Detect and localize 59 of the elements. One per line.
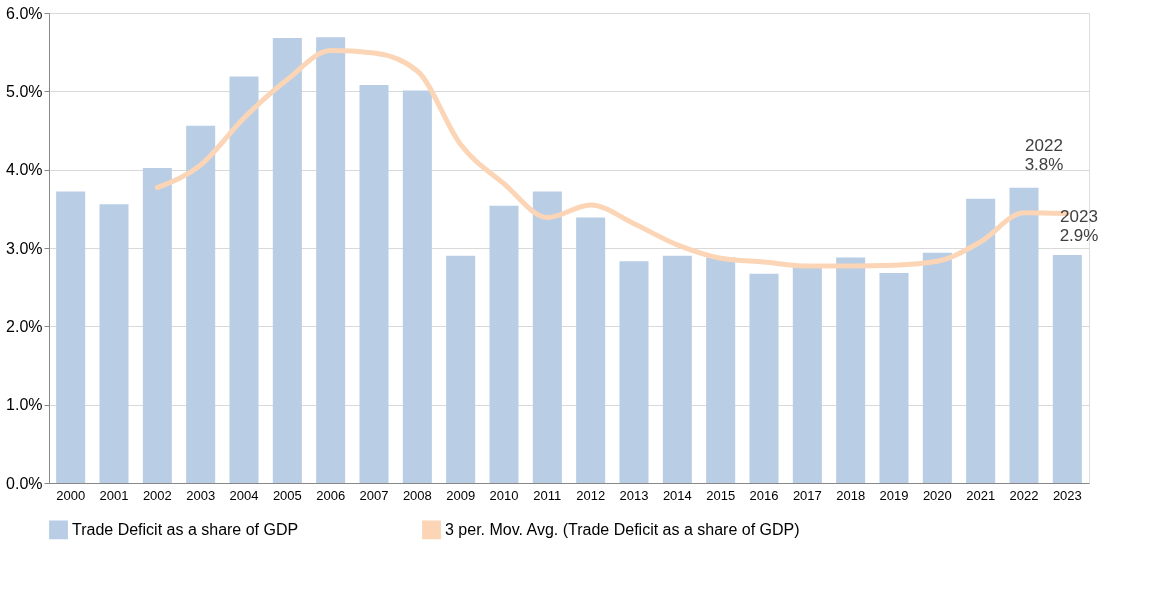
y-tick-label: 2.0% — [6, 317, 43, 335]
bar — [56, 191, 86, 483]
x-tick-label: 2022 — [1009, 487, 1039, 503]
legend-label: 3 per. Mov. Avg. (Trade Deficit as a share of GDP) — [445, 520, 800, 538]
annotation: 2023 2.9% — [1059, 207, 1099, 245]
y-tick-label: 6.0% — [6, 4, 43, 22]
bar — [359, 85, 389, 483]
x-tick-label: 2009 — [446, 487, 476, 503]
bar — [99, 204, 129, 483]
annotation: 2022 3.8% — [1024, 136, 1064, 174]
bar — [922, 252, 952, 483]
bar — [489, 205, 519, 483]
bar — [1052, 255, 1082, 483]
x-tick-label: 2015 — [706, 487, 736, 503]
x-tick-label: 2005 — [272, 487, 302, 503]
bar — [706, 257, 736, 483]
x-tick-label: 2003 — [186, 487, 216, 503]
x-tick-label: 2000 — [56, 487, 86, 503]
bar — [316, 37, 346, 483]
bar — [142, 168, 172, 483]
y-tick-label: 1.0% — [6, 396, 43, 414]
bar — [662, 255, 692, 483]
y-tick-label: 5.0% — [6, 82, 43, 100]
x-tick-label: 2011 — [533, 487, 562, 503]
x-tick-label: 2006 — [316, 487, 346, 503]
x-tick-label: 2016 — [749, 487, 779, 503]
bar — [186, 125, 216, 483]
x-tick-label: 2010 — [489, 487, 519, 503]
bar — [836, 257, 866, 483]
x-tick-label: 2014 — [662, 487, 692, 503]
bar — [446, 255, 476, 483]
y-tick-label: 3.0% — [6, 239, 43, 257]
bar — [749, 273, 779, 483]
x-tick-label: 2020 — [922, 487, 952, 503]
bar — [272, 38, 302, 483]
x-tick-label: 2001 — [99, 487, 129, 503]
bar — [229, 76, 259, 483]
x-tick-label: 2012 — [576, 487, 606, 503]
x-tick-label: 2019 — [879, 487, 909, 503]
x-tick-label: 2017 — [792, 487, 822, 503]
x-tick-label: 2007 — [359, 487, 389, 503]
x-tick-label: 2023 — [1052, 487, 1082, 503]
bar — [966, 198, 996, 483]
y-tick-label: 4.0% — [6, 161, 43, 179]
bar — [879, 273, 909, 483]
x-tick-label: 2002 — [142, 487, 172, 503]
x-tick-label: 2021 — [966, 487, 996, 503]
legend-label: Trade Deficit as a share of GDP — [72, 520, 299, 538]
x-tick-label: 2013 — [619, 487, 649, 503]
bar — [1009, 187, 1039, 483]
y-tick-label: 0.0% — [6, 474, 43, 492]
bar — [576, 217, 606, 483]
x-tick-label: 2018 — [836, 487, 866, 503]
bar — [402, 90, 432, 483]
x-tick-label: 2008 — [402, 487, 432, 503]
bar — [532, 191, 562, 483]
bar — [792, 266, 822, 483]
x-tick-label: 2004 — [229, 487, 259, 503]
bar — [619, 261, 649, 483]
